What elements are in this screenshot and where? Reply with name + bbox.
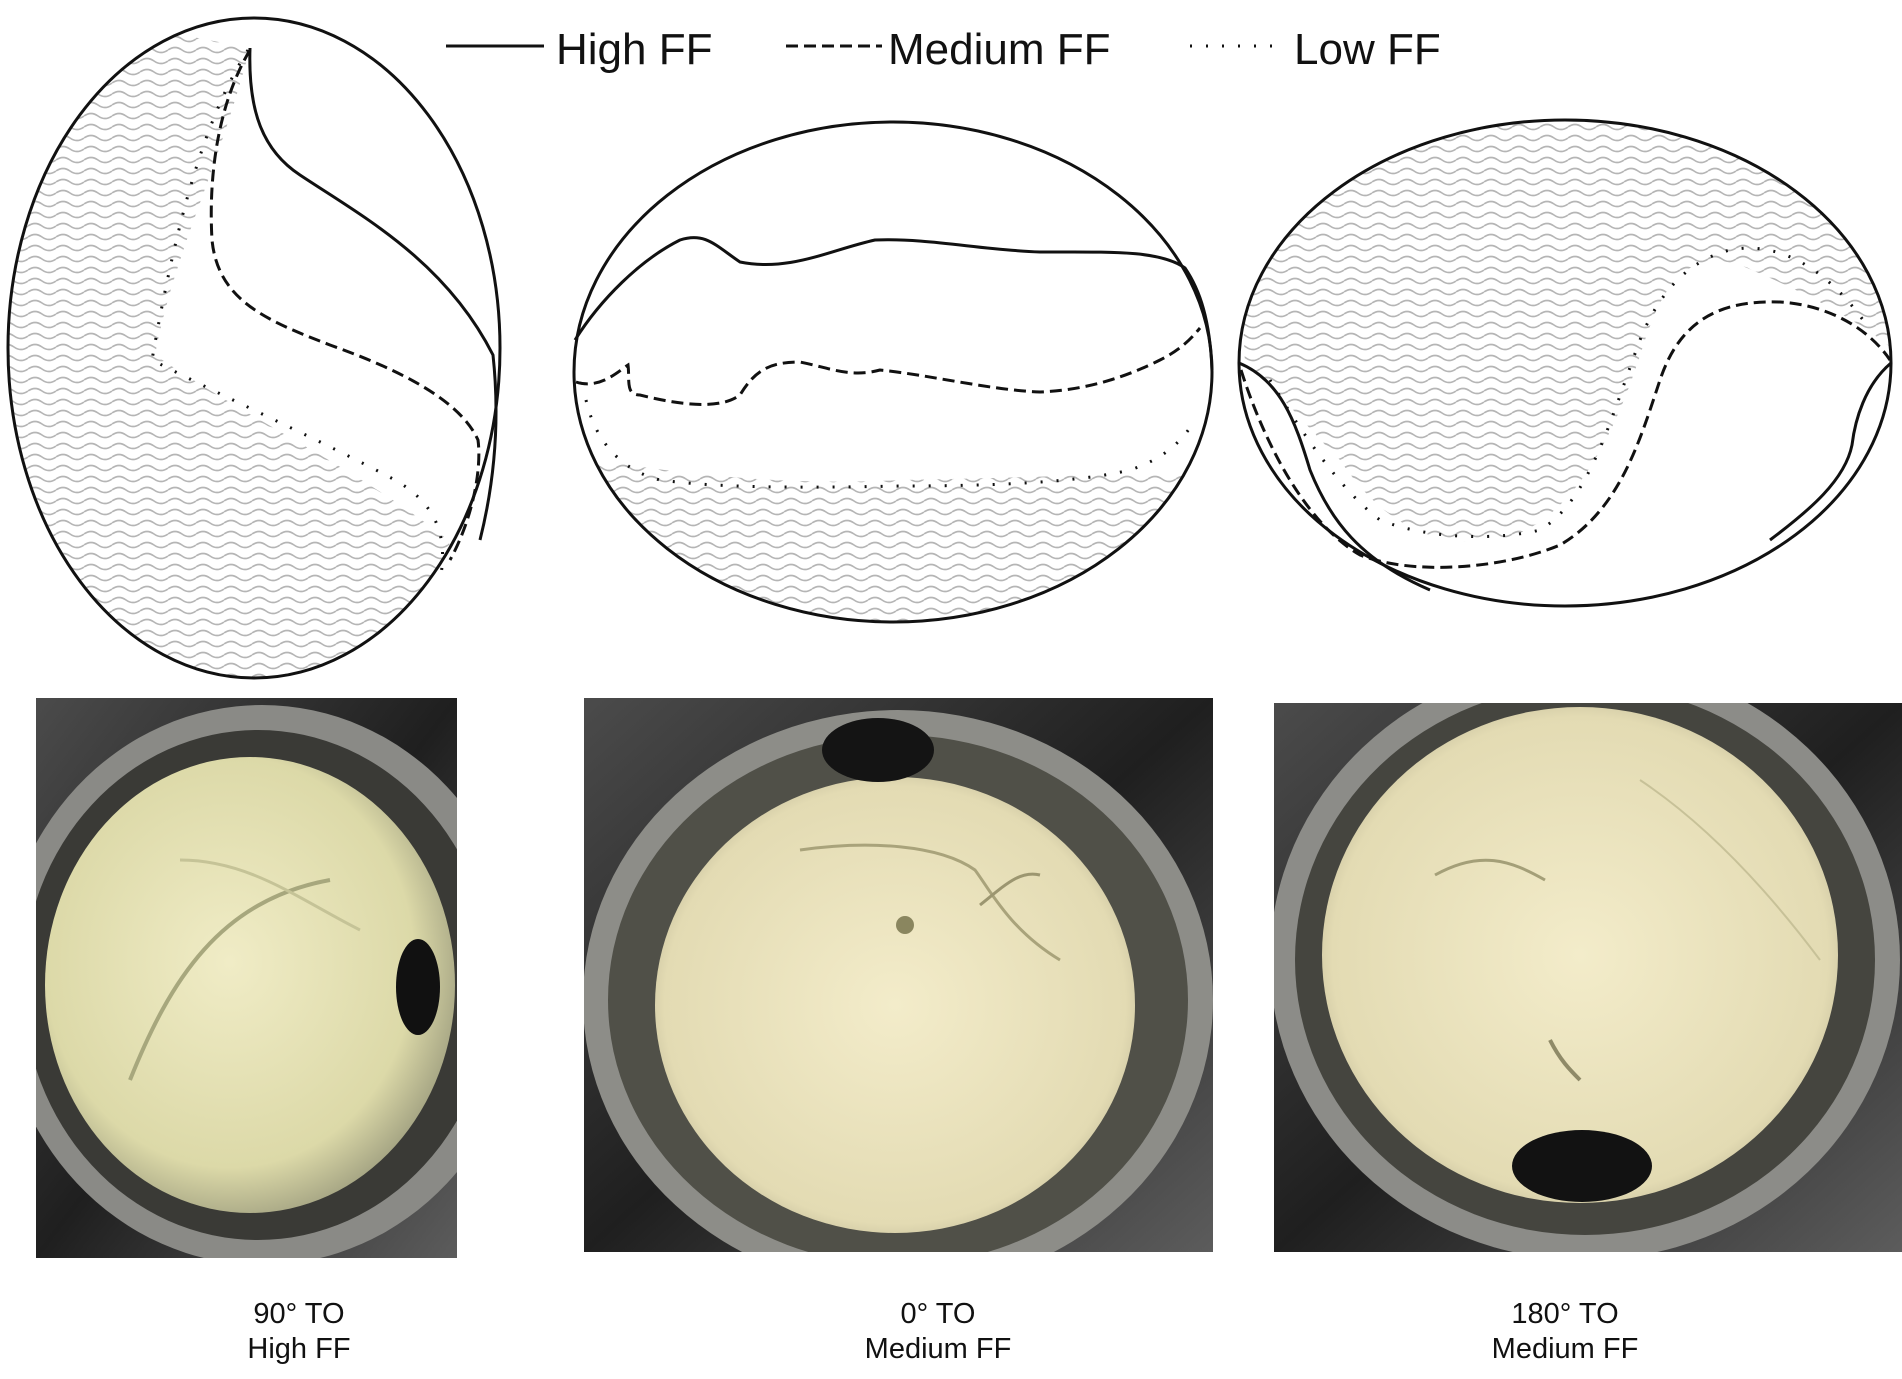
diagram-180-to bbox=[1237, 118, 1893, 608]
legend-label-low: Low FF bbox=[1294, 25, 1441, 74]
photo-90-to bbox=[36, 698, 457, 1258]
liquid-region-180 bbox=[1239, 120, 1891, 542]
legend-label-high: High FF bbox=[556, 25, 712, 74]
caption-90-to: 90° TO High FF bbox=[119, 1297, 479, 1367]
dark-oval-port-icon bbox=[822, 718, 934, 782]
liquid-region-90 bbox=[8, 18, 500, 678]
photo-180-to bbox=[1274, 703, 1902, 1252]
interface-medium-ff-90 bbox=[209, 49, 481, 561]
interface-medium-ff-0 bbox=[575, 327, 1202, 406]
interface-high-ff-0 bbox=[573, 236, 1214, 371]
legend-label-medium: Medium FF bbox=[888, 25, 1110, 74]
caption-orientation: 180° TO bbox=[1511, 1298, 1619, 1330]
dark-oval-port-icon bbox=[396, 939, 440, 1035]
caption-orientation: 0° TO bbox=[900, 1298, 976, 1330]
tank-outline-90 bbox=[6, 16, 502, 680]
interface-low-ff-0 bbox=[584, 399, 1197, 489]
dark-oval-port-icon bbox=[1512, 1130, 1652, 1202]
fluid-surface-180 bbox=[1322, 707, 1838, 1203]
tank-outline-0 bbox=[572, 120, 1214, 624]
caption-fill-fraction: Medium FF bbox=[864, 1333, 1012, 1365]
caption-fill-fraction: Medium FF bbox=[1491, 1333, 1639, 1365]
diagram-0-to bbox=[572, 120, 1214, 624]
photo-0-to bbox=[584, 698, 1213, 1252]
caption-0-to: 0° TO Medium FF bbox=[758, 1297, 1118, 1367]
interface-medium-ff-180 bbox=[1239, 300, 1892, 569]
caption-180-to: 180° TO Medium FF bbox=[1385, 1297, 1745, 1367]
fluid-surface-0 bbox=[655, 777, 1135, 1233]
fluid-surface-90 bbox=[45, 757, 455, 1213]
caption-orientation: 90° TO bbox=[253, 1298, 345, 1330]
interface-high-ff-90 bbox=[248, 47, 498, 541]
legend: High FF Medium FF Low FF bbox=[446, 25, 1441, 74]
caption-fill-fraction: High FF bbox=[247, 1333, 351, 1365]
diagram-90-to bbox=[6, 16, 502, 680]
